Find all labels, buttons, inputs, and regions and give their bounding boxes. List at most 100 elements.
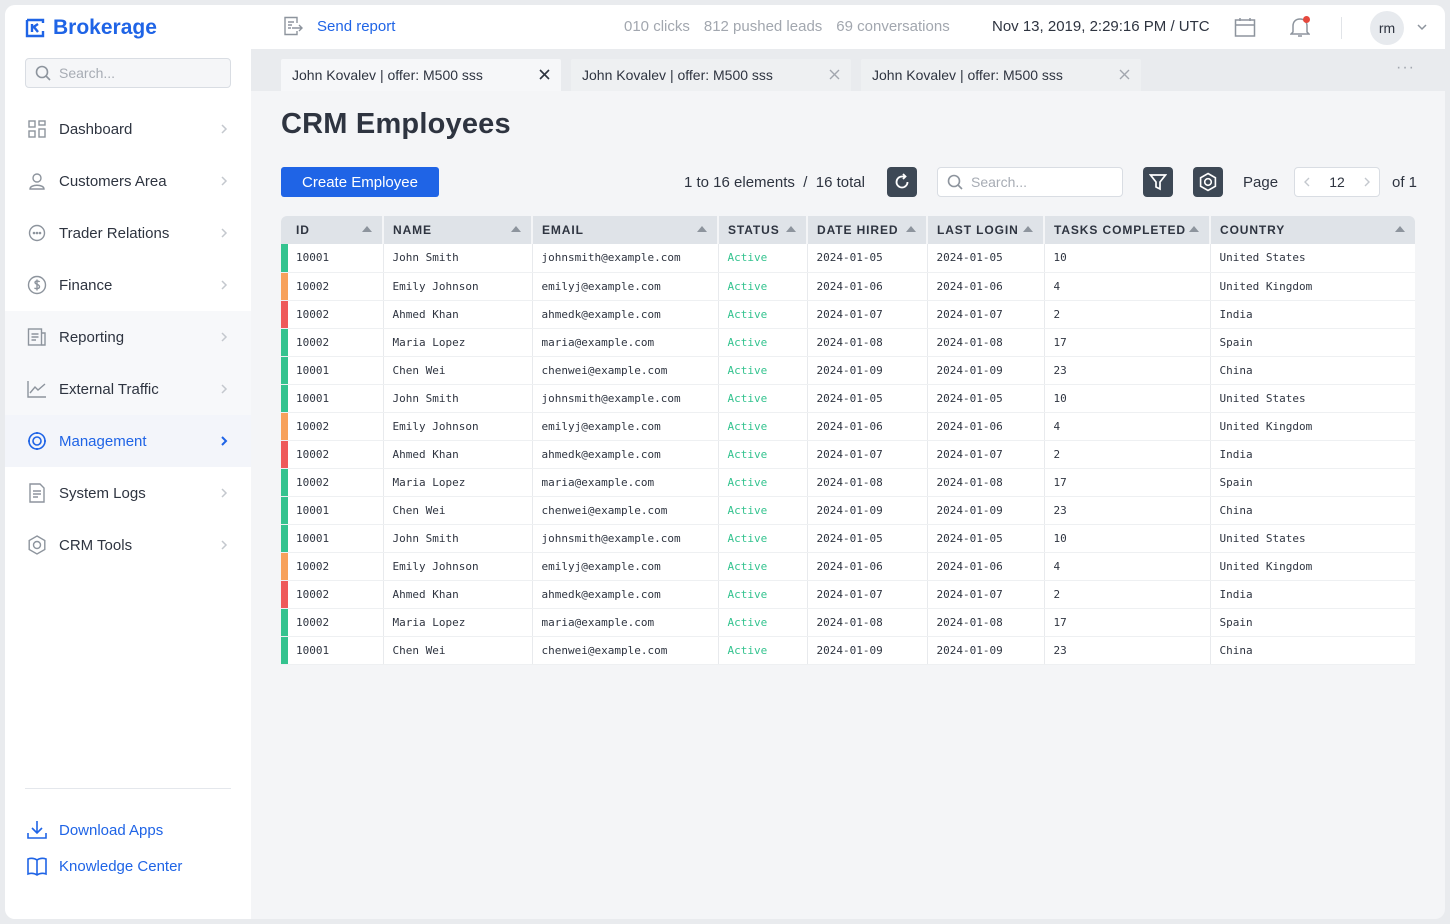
table-cell: 2024-01-05 xyxy=(807,524,928,553)
more-tabs-icon[interactable]: ··· xyxy=(1396,59,1415,76)
table-cell: Maria Lopez xyxy=(383,468,533,497)
table-cell: 2024-01-05 xyxy=(807,244,928,273)
sort-icon[interactable] xyxy=(362,226,372,232)
notification-bell-icon[interactable] xyxy=(1288,15,1312,39)
sort-icon[interactable] xyxy=(697,226,707,232)
tab-label: John Kovalev | offer: M500 sss xyxy=(292,67,483,83)
column-header-label: LAST LOGIN xyxy=(937,223,1019,237)
table-row[interactable]: 10001 John Smith johnsmith@example.com Acti… xyxy=(281,524,1415,553)
table-cell: Active xyxy=(718,440,808,469)
column-header-date-hired[interactable]: DATE HIRED xyxy=(807,216,928,244)
create-employee-button[interactable]: Create Employee xyxy=(281,167,439,197)
table-cell: 10002 xyxy=(281,328,384,357)
table-search[interactable] xyxy=(937,167,1123,197)
table-cell: 2024-01-08 xyxy=(807,468,928,497)
table-cell: 2024-01-09 xyxy=(927,496,1045,525)
column-header-id[interactable]: ID xyxy=(281,216,384,244)
close-icon[interactable] xyxy=(829,69,840,80)
table-cell: India xyxy=(1210,440,1415,469)
column-header-tasks-completed[interactable]: TASKS COMPLETED xyxy=(1044,216,1211,244)
sidebar-item-management[interactable]: Management xyxy=(5,415,251,467)
sort-icon[interactable] xyxy=(786,226,796,232)
column-header-label: ID xyxy=(296,223,310,237)
table-cell: 23 xyxy=(1044,356,1211,385)
search-icon xyxy=(947,174,963,190)
table-row[interactable]: 10002 Maria Lopez maria@example.com Active 2… xyxy=(281,608,1415,637)
column-header-label: DATE HIRED xyxy=(817,223,899,237)
chevron-right-icon xyxy=(221,176,228,186)
download-apps-link[interactable]: Download Apps xyxy=(27,820,163,840)
table-row[interactable]: 10002 Emily Johnson emilyj@example.com Acti… xyxy=(281,412,1415,441)
sidebar-item-external-traffic[interactable]: External Traffic xyxy=(5,363,251,415)
sidebar-item-crm-tools[interactable]: CRM Tools xyxy=(5,519,251,571)
table-row[interactable]: 10002 Maria Lopez maria@example.com Active 2… xyxy=(281,468,1415,497)
table-row[interactable]: 10001 John Smith johnsmith@example.com Acti… xyxy=(281,244,1415,273)
sidebar-item-finance[interactable]: Finance xyxy=(5,259,251,311)
download-apps-label: Download Apps xyxy=(59,821,164,839)
sort-icon[interactable] xyxy=(511,226,521,232)
sort-icon[interactable] xyxy=(906,226,916,232)
sort-icon[interactable] xyxy=(1023,226,1033,232)
column-header-email[interactable]: EMAIL xyxy=(532,216,719,244)
table-cell: Emily Johnson xyxy=(383,552,533,581)
knowledge-center-link[interactable]: Knowledge Center xyxy=(27,856,182,876)
table-settings-button[interactable] xyxy=(1193,167,1223,197)
tab-item[interactable]: John Kovalev | offer: M500 sss xyxy=(571,59,851,91)
table-row[interactable]: 10002 Ahmed Khan ahmedk@example.com Active 2… xyxy=(281,580,1415,609)
table-cell: Emily Johnson xyxy=(383,272,533,301)
table-cell: United States xyxy=(1210,244,1415,273)
close-icon[interactable] xyxy=(539,69,550,80)
table-row[interactable]: 10002 Ahmed Khan ahmedk@example.com Active 2… xyxy=(281,300,1415,329)
chevron-right-icon xyxy=(221,436,228,446)
table-row[interactable]: 10002 Emily Johnson emilyj@example.com Acti… xyxy=(281,552,1415,581)
sidebar-item-dashboard[interactable]: Dashboard xyxy=(5,103,251,155)
table-cell: Active xyxy=(718,244,808,273)
table-cell: chenwei@example.com xyxy=(532,496,719,525)
column-header-name[interactable]: NAME xyxy=(383,216,533,244)
table-cell: 2024-01-08 xyxy=(927,328,1045,357)
table-row[interactable]: 10002 Emily Johnson emilyj@example.com Acti… xyxy=(281,272,1415,301)
chevron-right-icon[interactable] xyxy=(1362,177,1372,187)
sidebar-item-reporting[interactable]: Reporting xyxy=(5,311,251,363)
column-header-status[interactable]: STATUS xyxy=(718,216,808,244)
sidebar-search-input[interactable] xyxy=(59,65,219,81)
table-cell: maria@example.com xyxy=(532,328,719,357)
table-row[interactable]: 10001 Chen Wei chenwei@example.com Active 20… xyxy=(281,636,1415,665)
table-row[interactable]: 10002 Maria Lopez maria@example.com Active 2… xyxy=(281,328,1415,357)
table-cell: chenwei@example.com xyxy=(532,636,719,665)
sidebar-item-trader-relations[interactable]: Trader Relations xyxy=(5,207,251,259)
table-row[interactable]: 10001 Chen Wei chenwei@example.com Active 20… xyxy=(281,356,1415,385)
sidebar-item-customers-area[interactable]: Customers Area xyxy=(5,155,251,207)
sort-icon[interactable] xyxy=(1189,226,1199,232)
sidebar-item-system-logs[interactable]: System Logs xyxy=(5,467,251,519)
table-row[interactable]: 10001 Chen Wei chenwei@example.com Active 20… xyxy=(281,496,1415,525)
table-cell: India xyxy=(1210,300,1415,329)
sort-icon[interactable] xyxy=(1395,226,1405,232)
cell-text: 10002 xyxy=(296,615,330,629)
tab-item[interactable]: John Kovalev | offer: M500 sss xyxy=(281,59,561,91)
table-search-input[interactable] xyxy=(971,174,1111,190)
cell-text: 10001 xyxy=(296,503,330,517)
column-header-country[interactable]: COUNTRY xyxy=(1210,216,1415,244)
table-row[interactable]: 10002 Ahmed Khan ahmedk@example.com Active 2… xyxy=(281,440,1415,469)
chevron-down-icon[interactable] xyxy=(1416,21,1428,33)
filter-button[interactable] xyxy=(1143,167,1173,197)
avatar[interactable]: rm xyxy=(1370,11,1404,45)
chevron-right-icon xyxy=(221,280,228,290)
close-icon[interactable] xyxy=(1119,69,1130,80)
page-selector[interactable]: 12 xyxy=(1294,167,1380,197)
brand-logo[interactable]: Brokerage xyxy=(25,15,157,41)
chevron-left-icon[interactable] xyxy=(1302,177,1312,187)
status-indicator xyxy=(281,440,288,467)
send-report-button[interactable]: Send report xyxy=(283,16,395,36)
column-header-last-login[interactable]: LAST LOGIN xyxy=(927,216,1045,244)
tab-item[interactable]: John Kovalev | offer: M500 sss xyxy=(861,59,1141,91)
chevron-right-icon xyxy=(221,124,228,134)
calendar-icon[interactable] xyxy=(1233,15,1257,39)
table-cell: 10001 xyxy=(281,356,384,385)
grid-icon xyxy=(27,119,47,139)
sidebar-search[interactable] xyxy=(25,58,231,88)
table-cell: emilyj@example.com xyxy=(532,412,719,441)
refresh-button[interactable] xyxy=(887,167,917,197)
table-row[interactable]: 10001 John Smith johnsmith@example.com Acti… xyxy=(281,384,1415,413)
